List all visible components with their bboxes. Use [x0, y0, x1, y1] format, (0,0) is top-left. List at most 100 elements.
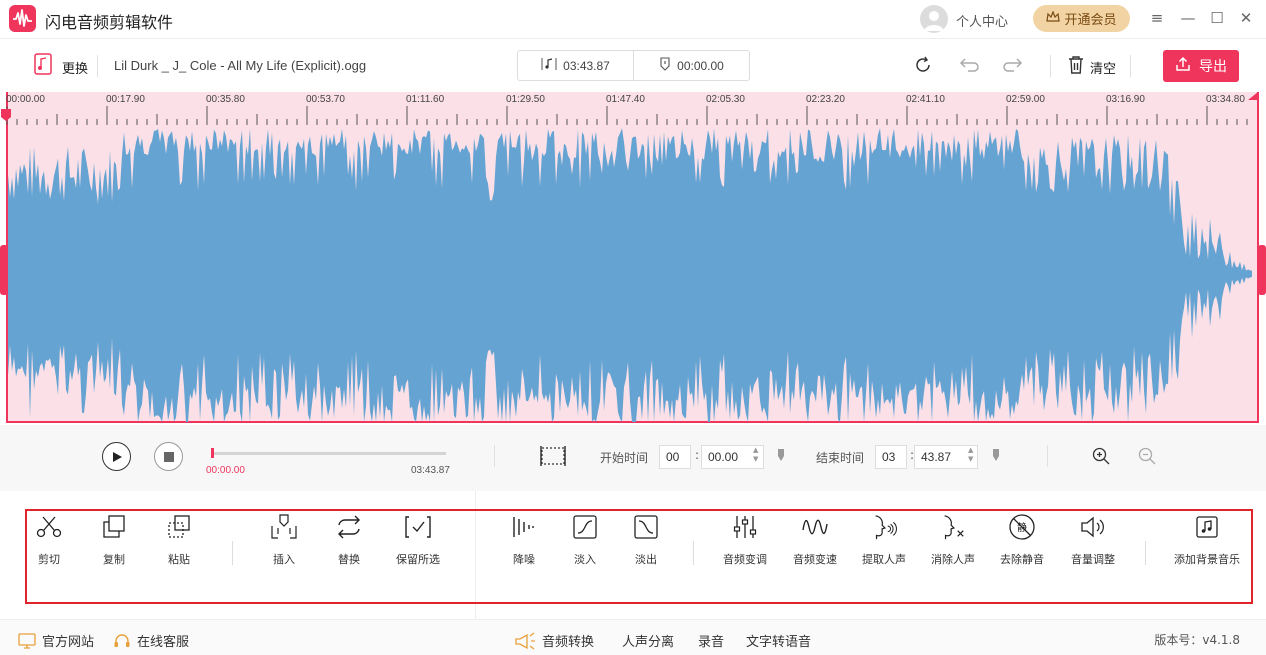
zoom-in-icon[interactable] — [1092, 447, 1110, 465]
fade-in-tool[interactable]: 淡入 — [550, 513, 620, 567]
paste-label: 粘贴 — [168, 553, 190, 566]
website-link[interactable]: 官方网站 — [18, 631, 94, 650]
headset-icon — [114, 633, 130, 647]
music-file-icon[interactable] — [34, 53, 52, 79]
fade-in-icon — [571, 513, 599, 541]
play-button[interactable] — [102, 442, 131, 471]
maximize-icon[interactable]: ☐ — [1210, 9, 1224, 27]
divider — [97, 55, 98, 77]
undo-icon[interactable] — [957, 55, 979, 77]
colon: : — [695, 448, 700, 462]
divider — [475, 491, 476, 619]
colon: : — [910, 448, 915, 462]
replace-file-button[interactable]: 更换 — [62, 62, 89, 77]
stop-button[interactable] — [154, 442, 183, 471]
keep-selected-tool[interactable]: 保留所选 — [383, 513, 453, 567]
clear-button[interactable]: 清空 — [1090, 62, 1117, 77]
waveform-editor[interactable]: 00:00.00 00:17.90 00:35.80 00:53.70 01:11.60… — [0, 92, 1266, 425]
end-spinner[interactable]: ▲ ▼ — [968, 446, 974, 463]
player-controls: 00:00.00 03:43.87 开始时间 00 : 00.00 ▲ ▼ 结束时… — [0, 425, 1266, 491]
remove-voice-tool[interactable]: 消除人声 — [918, 513, 988, 567]
music-file-icon — [1193, 513, 1221, 541]
title-bar: 闪电音频剪辑软件 个人中心 开通会员 ≡ — ☐ ✕ — [0, 0, 1266, 38]
ruler-label: 03:34.80 — [1206, 94, 1245, 105]
fade-out-icon — [632, 513, 660, 541]
reload-icon[interactable] — [913, 55, 935, 77]
divider — [1047, 445, 1048, 467]
left-selection-handle[interactable] — [0, 245, 8, 295]
avatar[interactable] — [920, 5, 948, 33]
trash-icon[interactable] — [1067, 55, 1089, 77]
speed-label: 音频变速 — [793, 553, 837, 566]
convert-label: 音频转换 — [542, 635, 595, 650]
add-bgm-tool[interactable]: 添加背景音乐 — [1165, 513, 1249, 567]
start-time-label: 开始时间 — [600, 451, 649, 465]
start-second-input[interactable]: 00.00 — [701, 445, 764, 469]
waveform[interactable] — [0, 124, 1266, 424]
svg-text:静: 静 — [1017, 521, 1027, 534]
support-link[interactable]: 在线客服 — [113, 631, 189, 650]
ruler-label: 01:47.40 — [606, 94, 645, 105]
time-ruler[interactable] — [0, 92, 1266, 126]
speaker-icon — [1079, 513, 1107, 541]
denoise-label: 降噪 — [513, 553, 535, 566]
replace-tool[interactable]: 替换 — [314, 513, 384, 567]
pitch-label: 音频变调 — [723, 553, 767, 566]
volume-label: 音量调整 — [1071, 553, 1115, 566]
remove-silence-tool[interactable]: 静 去除静音 — [987, 513, 1057, 567]
pitch-tool[interactable]: 音频变调 — [710, 513, 780, 567]
progress-bar[interactable] — [211, 448, 446, 458]
export-button[interactable]: 导出 — [1163, 50, 1239, 82]
separate-link[interactable]: 人声分离 — [622, 635, 675, 650]
end-minute-input[interactable]: 03 — [875, 445, 907, 469]
convert-link[interactable]: 音频转换 — [514, 631, 594, 650]
fade-out-tool[interactable]: 淡出 — [611, 513, 681, 567]
ruler-label: 00:35.80 — [206, 94, 245, 105]
progress-thumb[interactable] — [211, 448, 214, 458]
selection-value: 00:00.00 — [677, 58, 724, 73]
remove-silence-label: 去除静音 — [1000, 553, 1044, 566]
menu-icon[interactable]: ≡ — [1150, 9, 1164, 27]
speed-tool[interactable]: 音频变速 — [780, 513, 850, 567]
playhead-marker[interactable] — [1, 109, 11, 121]
redo-icon[interactable] — [1003, 55, 1025, 77]
denoise-icon — [510, 513, 538, 541]
megaphone-icon — [515, 631, 535, 650]
end-marker — [1248, 92, 1258, 100]
ruler-label: 02:59.00 — [1006, 94, 1045, 105]
select-range-icon[interactable] — [540, 445, 566, 467]
end-second-input[interactable]: 43.87 — [914, 445, 978, 469]
waveform-path — [8, 128, 1252, 423]
extract-voice-tool[interactable]: 提取人声 — [849, 513, 919, 567]
file-toolbar: 更换 Lil Durk _ J_ Cole - All My Life (Exp… — [0, 38, 1266, 92]
start-minute-input[interactable]: 00 — [659, 445, 691, 469]
ruler-label: 01:29.50 — [506, 94, 545, 105]
music-note-icon — [541, 57, 557, 74]
user-center-link[interactable]: 个人中心 — [956, 15, 1009, 30]
paste-tool[interactable]: 粘贴 — [144, 513, 214, 567]
copy-icon — [100, 513, 128, 541]
insert-tool[interactable]: 插入 — [249, 513, 319, 567]
minimize-icon[interactable]: — — [1180, 9, 1196, 27]
volume-tool[interactable]: 音量调整 — [1058, 513, 1128, 567]
record-link[interactable]: 录音 — [698, 635, 725, 650]
copy-tool[interactable]: 复制 — [79, 513, 149, 567]
stop-icon — [163, 451, 174, 462]
start-pin-icon[interactable] — [777, 448, 785, 462]
copy-label: 复制 — [103, 553, 125, 566]
vip-button[interactable]: 开通会员 — [1033, 5, 1130, 32]
ruler-label: 02:05.30 — [706, 94, 745, 105]
denoise-tool[interactable]: 降噪 — [489, 513, 559, 567]
wave-icon — [801, 513, 829, 541]
voice-extract-icon — [870, 513, 898, 541]
insert-icon — [270, 513, 298, 541]
end-pin-icon[interactable] — [992, 448, 1000, 462]
zoom-out-icon[interactable] — [1138, 447, 1156, 465]
close-icon[interactable]: ✕ — [1239, 9, 1253, 27]
tts-link[interactable]: 文字转语音 — [746, 635, 812, 650]
replace-label: 替换 — [338, 553, 360, 566]
fade-out-label: 淡出 — [635, 553, 657, 566]
start-spinner[interactable]: ▲ ▼ — [753, 446, 759, 463]
cut-tool[interactable]: 剪切 — [14, 513, 84, 567]
right-selection-handle[interactable] — [1258, 245, 1266, 295]
